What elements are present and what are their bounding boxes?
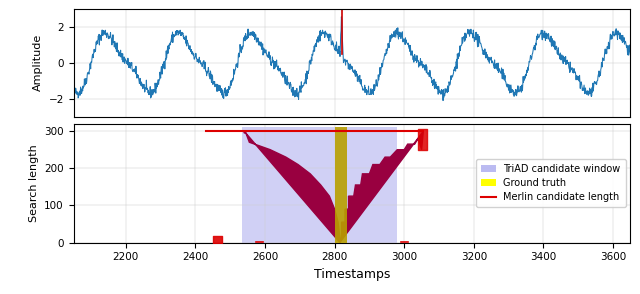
- X-axis label: Timestamps: Timestamps: [314, 268, 390, 281]
- Polygon shape: [244, 131, 423, 243]
- Legend: TriAD candidate window, Ground truth, Merlin candidate length: TriAD candidate window, Ground truth, Me…: [476, 159, 625, 207]
- Y-axis label: Search length: Search length: [29, 144, 38, 222]
- Bar: [243, 127, 397, 243]
- Y-axis label: Amplitude: Amplitude: [33, 34, 43, 91]
- Bar: [335, 127, 347, 243]
